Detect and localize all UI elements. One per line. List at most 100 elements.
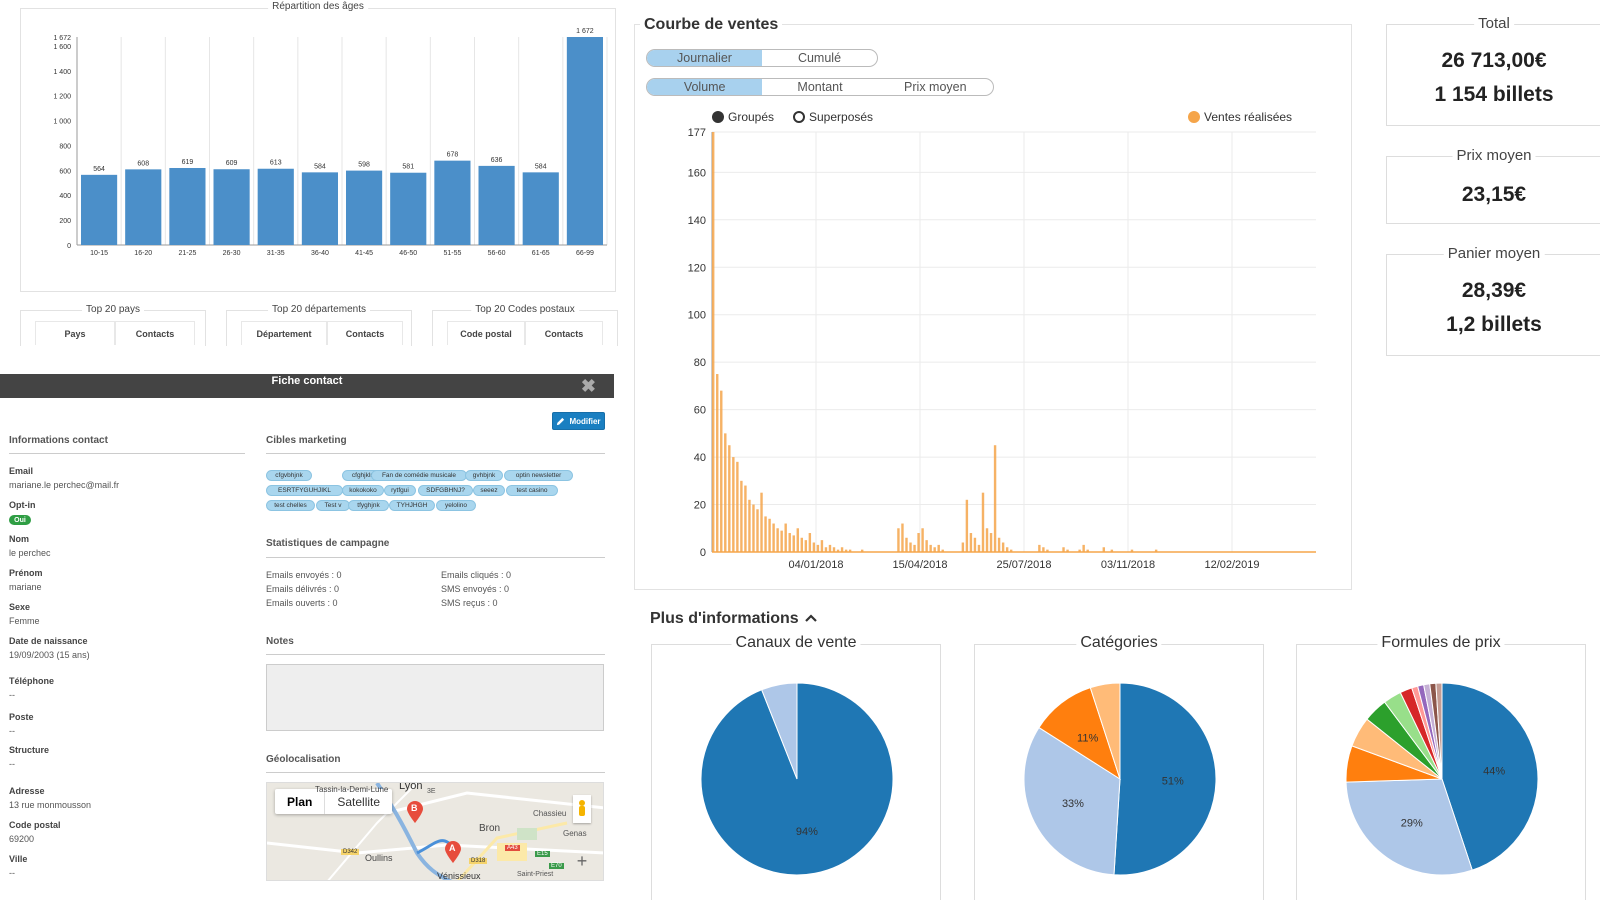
- sales-bar[interactable]: [993, 445, 997, 552]
- age-bar[interactable]: [257, 168, 294, 245]
- sales-bar[interactable]: [776, 528, 779, 552]
- sales-bar[interactable]: [756, 509, 759, 552]
- marketing-tag[interactable]: test casino: [506, 485, 558, 496]
- sales-bar[interactable]: [728, 445, 731, 552]
- marketing-tag[interactable]: Fan de comédie musicale: [371, 470, 467, 481]
- marketing-tag[interactable]: SDFGBHNJ?: [418, 485, 473, 496]
- age-bar[interactable]: [390, 172, 427, 245]
- marketing-tag[interactable]: ESRTFYGUHJIKL: [266, 485, 343, 496]
- close-icon[interactable]: ✖: [580, 376, 596, 396]
- legend-grouped[interactable]: Groupés: [712, 110, 774, 124]
- col-header-country[interactable]: Pays: [35, 321, 115, 345]
- sales-bar[interactable]: [1102, 547, 1106, 552]
- marketing-tag[interactable]: test chelles: [266, 500, 315, 511]
- zoom-in-button[interactable]: +: [576, 851, 588, 871]
- sales-bar[interactable]: [965, 499, 969, 552]
- age-bar[interactable]: [566, 37, 603, 245]
- street-view-pegman[interactable]: [573, 795, 591, 823]
- sales-bar[interactable]: [941, 549, 944, 552]
- sales-bar[interactable]: [808, 533, 812, 552]
- pie-slice[interactable]: [1089, 682, 1121, 780]
- sales-bar[interactable]: [828, 544, 832, 552]
- sales-bar[interactable]: [720, 390, 723, 552]
- sales-bar[interactable]: [748, 499, 751, 552]
- map-plan-button[interactable]: Plan: [287, 794, 313, 809]
- sales-bar[interactable]: [929, 544, 932, 552]
- mode-cumulative-button[interactable]: Cumulé: [797, 51, 842, 65]
- sales-bar[interactable]: [832, 547, 836, 552]
- sales-bar[interactable]: [804, 540, 808, 552]
- marketing-tag[interactable]: cfgvbhjnk: [266, 470, 312, 481]
- sales-bar[interactable]: [1062, 547, 1065, 552]
- marketing-tag[interactable]: rytfgui: [384, 485, 416, 496]
- pie-slice[interactable]: [1435, 682, 1443, 780]
- sales-bar[interactable]: [981, 492, 985, 552]
- sales-bar[interactable]: [816, 544, 820, 552]
- marketing-tag[interactable]: seeez: [473, 485, 505, 496]
- marketing-tag[interactable]: gvhbjnk: [465, 470, 503, 481]
- more-info-toggle[interactable]: Plus d'informations: [650, 610, 817, 628]
- sales-bar[interactable]: [844, 549, 848, 552]
- pie-slice[interactable]: [1345, 778, 1473, 876]
- notes-textarea[interactable]: [266, 664, 604, 731]
- sales-bar[interactable]: [921, 528, 924, 552]
- modify-button[interactable]: Modifier: [552, 412, 605, 430]
- sales-bar[interactable]: [1001, 542, 1005, 552]
- sales-bar[interactable]: [848, 549, 852, 552]
- map-marker-b[interactable]: B: [407, 801, 423, 828]
- marketing-tag[interactable]: kokokoko: [342, 485, 384, 496]
- sales-bar[interactable]: [977, 544, 981, 552]
- mode-daily-button[interactable]: Journalier: [647, 50, 762, 66]
- sales-bar[interactable]: [724, 433, 727, 552]
- sales-bar[interactable]: [1009, 549, 1013, 552]
- col-header-department[interactable]: Département: [241, 321, 327, 345]
- sales-bar[interactable]: [1086, 549, 1089, 552]
- sales-bar[interactable]: [961, 542, 965, 552]
- sales-bar[interactable]: [824, 547, 828, 552]
- age-bar[interactable]: [81, 174, 118, 245]
- sales-bar[interactable]: [1046, 549, 1049, 552]
- sales-bar[interactable]: [1005, 547, 1009, 552]
- sales-bar[interactable]: [792, 535, 795, 552]
- sales-bar[interactable]: [933, 547, 936, 552]
- sales-bar[interactable]: [712, 132, 715, 552]
- marketing-tag[interactable]: tfyghjnk: [348, 500, 389, 511]
- sales-bar[interactable]: [760, 492, 763, 552]
- sales-bar[interactable]: [780, 530, 783, 552]
- age-bar[interactable]: [213, 169, 250, 245]
- col-header-postcode[interactable]: Code postal: [447, 321, 525, 345]
- sales-bar[interactable]: [1110, 549, 1114, 552]
- sales-bar[interactable]: [1038, 544, 1041, 552]
- sales-bar[interactable]: [752, 504, 755, 552]
- sales-bar[interactable]: [969, 533, 973, 552]
- sales-bar[interactable]: [732, 457, 735, 552]
- sales-bar[interactable]: [796, 528, 799, 552]
- col-header-contacts[interactable]: Contacts: [115, 321, 195, 345]
- geolocation-map[interactable]: Plan Satellite Tassin-la-Demi-Lune Lyon …: [266, 782, 604, 881]
- age-bar[interactable]: [169, 167, 206, 245]
- sales-bar[interactable]: [989, 533, 993, 552]
- marketing-tag[interactable]: optin newsletter: [504, 470, 573, 481]
- sales-bar[interactable]: [1130, 549, 1134, 552]
- sales-bar[interactable]: [973, 537, 977, 552]
- sales-bar[interactable]: [913, 544, 916, 552]
- age-bar[interactable]: [125, 169, 162, 245]
- sales-bar[interactable]: [1078, 549, 1081, 552]
- sales-bar[interactable]: [812, 542, 816, 552]
- sales-bar[interactable]: [937, 544, 940, 552]
- marketing-tag[interactable]: Test v: [316, 500, 350, 511]
- sales-bar[interactable]: [740, 480, 743, 552]
- sales-bar[interactable]: [925, 540, 928, 552]
- sales-bar[interactable]: [716, 374, 719, 552]
- age-bar[interactable]: [434, 160, 471, 245]
- sales-bar[interactable]: [1042, 547, 1045, 552]
- sales-bar[interactable]: [736, 461, 739, 552]
- pie-slice[interactable]: [1441, 682, 1539, 871]
- sales-bar[interactable]: [788, 533, 791, 552]
- sales-bar[interactable]: [784, 523, 787, 552]
- sales-bar[interactable]: [1066, 549, 1069, 552]
- metric-avgprice-button[interactable]: Prix moyen: [904, 80, 967, 94]
- pie-slice[interactable]: [1038, 687, 1121, 781]
- sales-bar[interactable]: [836, 549, 840, 552]
- sales-bar[interactable]: [820, 540, 824, 552]
